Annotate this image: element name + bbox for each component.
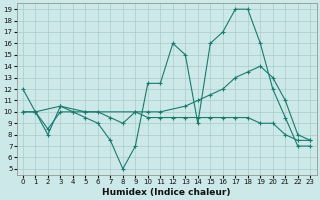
X-axis label: Humidex (Indice chaleur): Humidex (Indice chaleur) — [102, 188, 231, 197]
